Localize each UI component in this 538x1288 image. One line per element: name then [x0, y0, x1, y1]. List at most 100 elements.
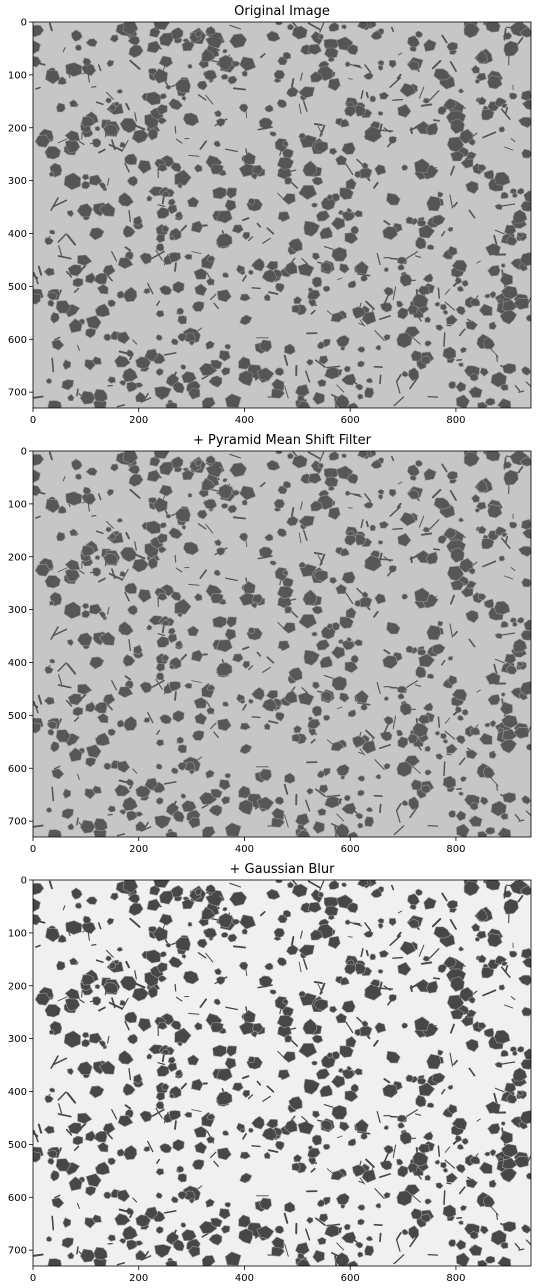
y-tick-label: 600 [8, 1193, 27, 1204]
fiber [482, 989, 497, 997]
particle [422, 97, 430, 104]
fiber [406, 1109, 418, 1117]
fiber [390, 884, 395, 891]
particle [208, 375, 223, 388]
particle [416, 648, 427, 656]
particle [463, 451, 480, 468]
fiber [395, 373, 402, 383]
particle [216, 1091, 233, 1106]
particle [135, 811, 144, 817]
particle [322, 1143, 331, 1150]
fiber [373, 1223, 383, 1227]
fiber [358, 751, 365, 755]
particle [523, 190, 531, 203]
particle [231, 1082, 244, 1092]
particle [497, 1256, 512, 1266]
particle [487, 933, 503, 948]
particle [500, 961, 508, 967]
particle [275, 711, 285, 722]
particle [181, 95, 187, 102]
particle [356, 822, 364, 829]
particle [311, 705, 323, 717]
particle [196, 938, 208, 949]
fiber [457, 960, 466, 967]
particle [212, 186, 227, 200]
fiber [386, 565, 397, 577]
particle [242, 660, 250, 670]
particle [316, 770, 325, 778]
particle [92, 996, 102, 1006]
particle [85, 1130, 97, 1142]
fiber [256, 651, 262, 657]
fiber [409, 805, 419, 819]
particle [194, 283, 208, 297]
x-tick-label: 400 [235, 844, 254, 855]
particle [107, 299, 116, 308]
particle [239, 722, 251, 731]
particle [447, 674, 458, 686]
particle [146, 898, 162, 912]
particle [116, 719, 125, 728]
particle [363, 501, 374, 509]
fiber [379, 803, 382, 814]
fiber [214, 547, 228, 556]
particle [440, 1162, 447, 1169]
particle [155, 234, 166, 244]
particle [298, 86, 315, 99]
particle [76, 632, 93, 646]
particle [399, 273, 413, 287]
fiber [199, 140, 208, 150]
particle [519, 27, 531, 38]
fiber [50, 197, 59, 211]
fiber [174, 554, 177, 563]
fiber [505, 884, 516, 887]
particle [426, 244, 435, 250]
particle [303, 649, 321, 666]
particle [159, 461, 174, 476]
particle [312, 1110, 321, 1119]
particle [465, 180, 479, 195]
particle [251, 257, 265, 272]
particle [445, 1172, 458, 1183]
particle [499, 309, 518, 325]
particle [239, 270, 246, 275]
particle [320, 626, 336, 640]
fiber [383, 722, 390, 735]
fiber [314, 1217, 326, 1226]
particle [422, 702, 434, 712]
particle [315, 210, 331, 222]
fiber [518, 819, 525, 822]
particle [88, 603, 103, 615]
particle [374, 593, 387, 605]
fiber [457, 531, 466, 538]
particle [46, 291, 58, 301]
y-tick-label: 700 [8, 388, 27, 399]
y-tick-label: 100 [8, 70, 27, 81]
particle [227, 75, 238, 85]
particle [341, 1000, 356, 1013]
fiber [420, 532, 433, 536]
particle [181, 524, 187, 531]
particle [420, 355, 431, 365]
particle [397, 1122, 405, 1129]
fiber [468, 1232, 478, 1238]
particle [501, 1157, 518, 1171]
fiber [232, 87, 247, 91]
particle [238, 1228, 253, 1245]
particle [224, 393, 242, 408]
particle [264, 533, 274, 542]
particle [174, 211, 183, 219]
particle [276, 528, 287, 538]
fiber [527, 725, 531, 735]
particle [64, 988, 81, 1000]
particle [500, 812, 509, 821]
fiber [494, 1087, 505, 1093]
fiber [284, 598, 297, 603]
particle [359, 166, 373, 179]
particle [457, 1143, 465, 1151]
particle [182, 112, 200, 127]
particle [205, 769, 215, 779]
fiber [319, 553, 326, 566]
particle [63, 172, 81, 191]
fiber [427, 824, 439, 827]
